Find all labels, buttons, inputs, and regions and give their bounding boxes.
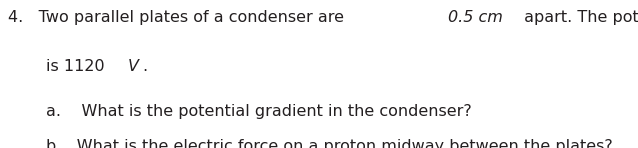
Text: 0.5 cm: 0.5 cm: [448, 10, 503, 25]
Text: a.    What is the potential gradient in the condenser?: a. What is the potential gradient in the…: [46, 104, 471, 119]
Text: apart. The potential difference between them: apart. The potential difference between …: [519, 10, 638, 25]
Text: b.   What is the electric force on a proton midway between the plates?: b. What is the electric force on a proto…: [46, 139, 612, 148]
Text: V: V: [128, 59, 139, 74]
Text: is 1120: is 1120: [46, 59, 110, 74]
Text: 4.   Two parallel plates of a condenser are: 4. Two parallel plates of a condenser ar…: [8, 10, 349, 25]
Text: .: .: [142, 59, 147, 74]
